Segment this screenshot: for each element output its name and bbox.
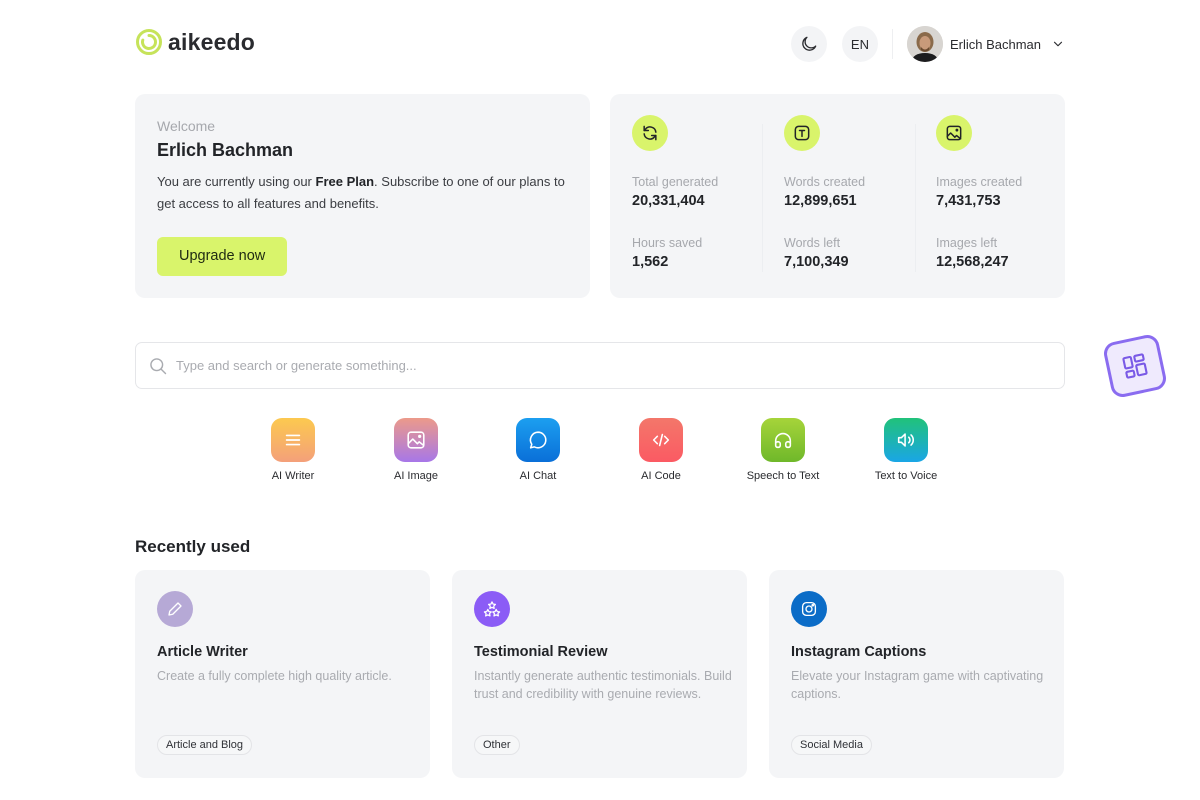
user-name: Erlich Bachman [949, 36, 1041, 52]
stat-value: 7,431,753 [936, 193, 1001, 209]
app-ai-image[interactable]: AI Image [361, 418, 471, 482]
grid-icon [1122, 353, 1148, 379]
image-icon [394, 418, 438, 462]
text-icon [784, 115, 820, 151]
recent-card-testimonial-review[interactable]: Testimonial Review Instantly generate au… [452, 570, 747, 778]
app-label: Speech to Text [746, 470, 820, 482]
stars-icon [474, 591, 510, 627]
stat-label: Images left [936, 236, 998, 250]
chevron-down-icon [1053, 41, 1063, 47]
card-title: Testimonial Review [474, 644, 608, 660]
app-label: AI Chat [519, 470, 557, 482]
stats-divider [762, 124, 763, 272]
language-button[interactable]: EN [841, 26, 878, 62]
avatar [906, 26, 943, 62]
app-label: AI Image [393, 470, 439, 482]
stat-value: 12,899,651 [784, 193, 857, 209]
pencil-icon [157, 591, 193, 627]
chat-bubble-icon [516, 418, 560, 462]
header: aikeedo EN Erlich Bachman [135, 24, 1065, 64]
app-ai-writer[interactable]: AI Writer [238, 418, 348, 482]
recent-card-instagram-captions[interactable]: Instagram Captions Elevate your Instagra… [769, 570, 1064, 778]
app-label: AI Code [641, 470, 681, 482]
stat-value: 20,331,404 [632, 193, 705, 209]
stats-divider [915, 124, 916, 272]
plan-name: Free Plan [315, 174, 375, 189]
stat-label: Words left [784, 236, 841, 250]
welcome-user-name: Erlich Bachman [157, 140, 294, 160]
app-speech-to-text[interactable]: Speech to Text [728, 418, 838, 482]
category-tag: Social Media [791, 735, 872, 755]
speaker-icon [884, 418, 928, 462]
category-tag: Other [474, 735, 520, 755]
search-input[interactable] [176, 358, 1036, 373]
upgrade-button[interactable]: Upgrade now [157, 237, 288, 276]
recently-used-heading: Recently used [135, 537, 251, 556]
stat-value: 7,100,349 [784, 254, 849, 270]
floating-widget-button[interactable] [1101, 332, 1169, 400]
welcome-card: Welcome Erlich Bachman You are currently… [135, 94, 590, 298]
image-icon [936, 115, 972, 151]
code-icon [639, 418, 683, 462]
stat-label: Hours saved [632, 236, 703, 250]
category-tag: Article and Blog [157, 735, 253, 755]
app-ai-chat[interactable]: AI Chat [483, 418, 593, 482]
card-title: Instagram Captions [791, 644, 927, 660]
header-divider [891, 29, 893, 59]
search-icon [150, 357, 167, 374]
stat-value: 12,568,247 [936, 254, 1009, 270]
theme-toggle-button[interactable] [790, 26, 827, 62]
header-actions: EN Erlich Bachman [790, 24, 1065, 64]
moon-icon [802, 36, 817, 51]
app-shortcuts: AI Writer AI Image AI Chat AI Code Speec… [0, 418, 1200, 488]
welcome-label: Welcome [157, 118, 216, 134]
app-text-to-voice[interactable]: Text to Voice [851, 418, 961, 482]
search-bar[interactable] [135, 342, 1065, 389]
card-description: Create a fully complete high quality art… [157, 669, 392, 683]
app-label: Text to Voice [874, 470, 938, 482]
plan-description: You are currently using our Free Plan. S… [157, 174, 565, 211]
card-title: Article Writer [157, 644, 248, 660]
headphones-icon [761, 418, 805, 462]
stats-card: Total generated 20,331,404 Hours saved 1… [610, 94, 1065, 298]
stat-label: Images created [936, 175, 1023, 189]
recent-card-article-writer[interactable]: Article Writer Create a fully complete h… [135, 570, 430, 778]
card-description: Elevate your Instagram game with captiva… [791, 669, 1044, 701]
card-description: Instantly generate authentic testimonial… [474, 669, 732, 701]
language-label: EN [850, 36, 869, 52]
lines-icon [271, 418, 315, 462]
stat-value: 1,562 [632, 254, 669, 270]
app-ai-code[interactable]: AI Code [606, 418, 716, 482]
app-label: AI Writer [271, 470, 315, 482]
refresh-icon [632, 115, 668, 151]
stat-label: Total generated [632, 175, 719, 189]
instagram-icon [791, 591, 827, 627]
logo[interactable]: aikeedo [135, 28, 255, 56]
stat-label: Words created [784, 175, 866, 189]
user-menu[interactable]: Erlich Bachman [906, 26, 1065, 62]
logo-swirl-icon [136, 29, 162, 55]
logo-text: aikeedo [168, 28, 256, 55]
